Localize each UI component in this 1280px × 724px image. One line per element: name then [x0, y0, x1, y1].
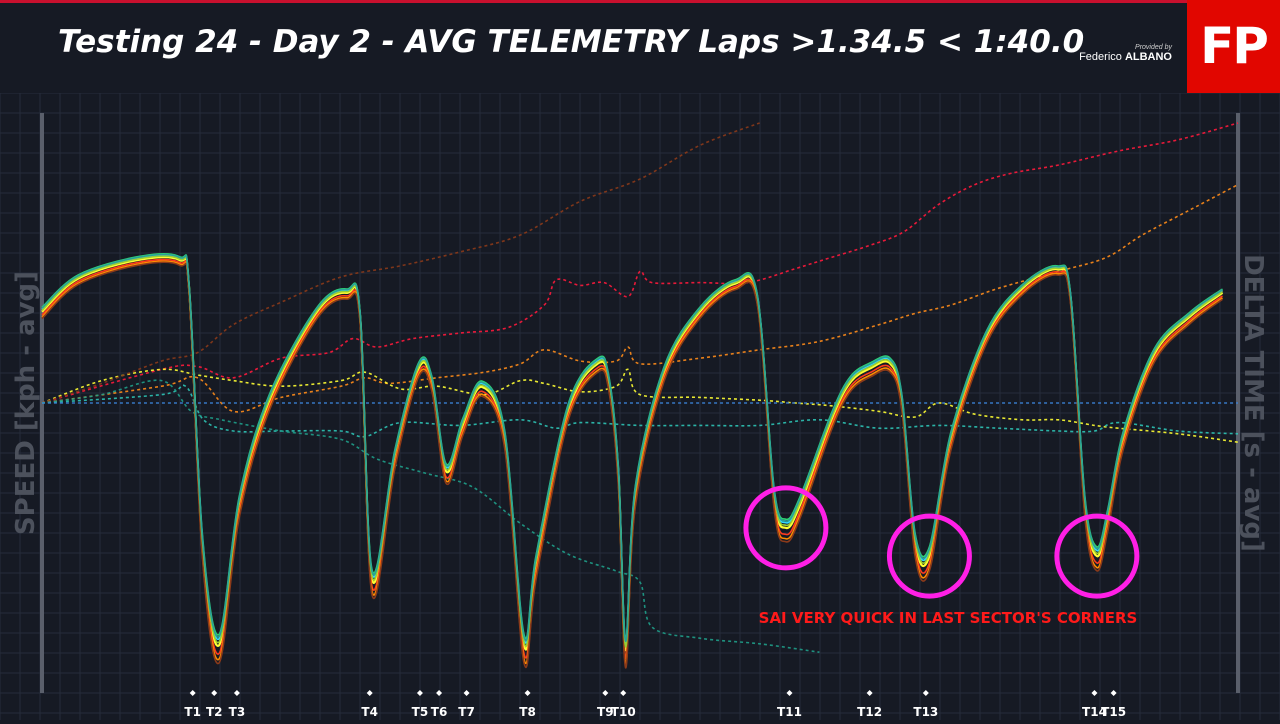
- chart-title: Testing 24 - Day 2 - AVG TELEMETRY Laps …: [58, 24, 1085, 60]
- corner-marker: [463, 690, 470, 696]
- author-credit: Provided by Federico ALBANO: [1060, 44, 1172, 63]
- corner-marker: [233, 690, 240, 696]
- corner-marker: [866, 690, 873, 696]
- speed-line: [41, 253, 1223, 643]
- corner-marker: [524, 690, 531, 696]
- corner-marker: [1091, 690, 1098, 696]
- corner-label: T9: [597, 705, 614, 719]
- corner-label: T12: [857, 705, 882, 719]
- corner-label: T1: [184, 705, 201, 719]
- fp-logo: FP: [1187, 0, 1280, 93]
- provided-by-label: Provided by: [1135, 44, 1172, 51]
- delta-line: [41, 368, 1239, 443]
- corner-label: T13: [913, 705, 938, 719]
- corner-marker: [211, 690, 218, 696]
- y2-axis-label: DELTA TIME [s - avg]: [1238, 254, 1268, 552]
- corner-label: T14: [1082, 705, 1107, 719]
- top-accent-line: [0, 0, 1280, 3]
- corner-marker: [189, 690, 196, 696]
- corner-label: T3: [229, 705, 246, 719]
- corner-marker: [620, 690, 627, 696]
- delta-line: [41, 122, 760, 404]
- speed-lines: [41, 253, 1224, 669]
- corner-marker: [416, 690, 423, 696]
- corner-label: T7: [458, 705, 475, 719]
- corner-marker: [1110, 690, 1117, 696]
- corner-marker: [786, 690, 793, 696]
- corner-label: T6: [431, 705, 448, 719]
- author-last-name: ALBANO: [1124, 51, 1172, 63]
- delta-line: [41, 379, 820, 653]
- annotation-circle: [886, 513, 972, 599]
- speed-line: [41, 255, 1224, 652]
- corner-label: T4: [361, 705, 378, 719]
- corner-label: T8: [519, 705, 536, 719]
- corner-marker: [602, 690, 609, 696]
- corner-label: T2: [206, 705, 223, 719]
- corner-marker: [922, 690, 929, 696]
- chart-panel: SPEED [kph - avg] DELTA TIME [s - avg] T…: [0, 92, 1280, 720]
- corner-label: T15: [1101, 705, 1126, 719]
- telemetry-chart: SPEED [kph - avg] DELTA TIME [s - avg] T…: [0, 92, 1280, 720]
- speed-line: [41, 260, 1223, 665]
- delta-line: [41, 122, 1239, 404]
- author-first-name: Federico: [1079, 51, 1122, 63]
- delta-line: [41, 384, 1239, 438]
- annotation-circle: [743, 485, 829, 571]
- speed-line: [41, 253, 1223, 640]
- annotation-note: SAI VERY QUICK IN LAST SECTOR'S CORNERS: [759, 609, 1138, 627]
- delta-line: [41, 183, 1239, 413]
- grid: [0, 92, 1280, 720]
- corner-marker: [366, 690, 373, 696]
- speed-line: [41, 261, 1223, 669]
- speed-line: [41, 255, 1223, 648]
- corner-label: T11: [777, 705, 802, 719]
- annotation-circle: [1054, 513, 1140, 599]
- corner-label: T5: [412, 705, 429, 719]
- speed-line: [41, 258, 1223, 660]
- y-axis-label: SPEED [kph - avg]: [11, 271, 41, 535]
- delta-lines: [41, 122, 1239, 653]
- annotation-circles: [743, 485, 1140, 599]
- author-name: Federico ALBANO: [1060, 51, 1172, 63]
- corner-label: T10: [611, 705, 636, 719]
- corner-marker: [436, 690, 443, 696]
